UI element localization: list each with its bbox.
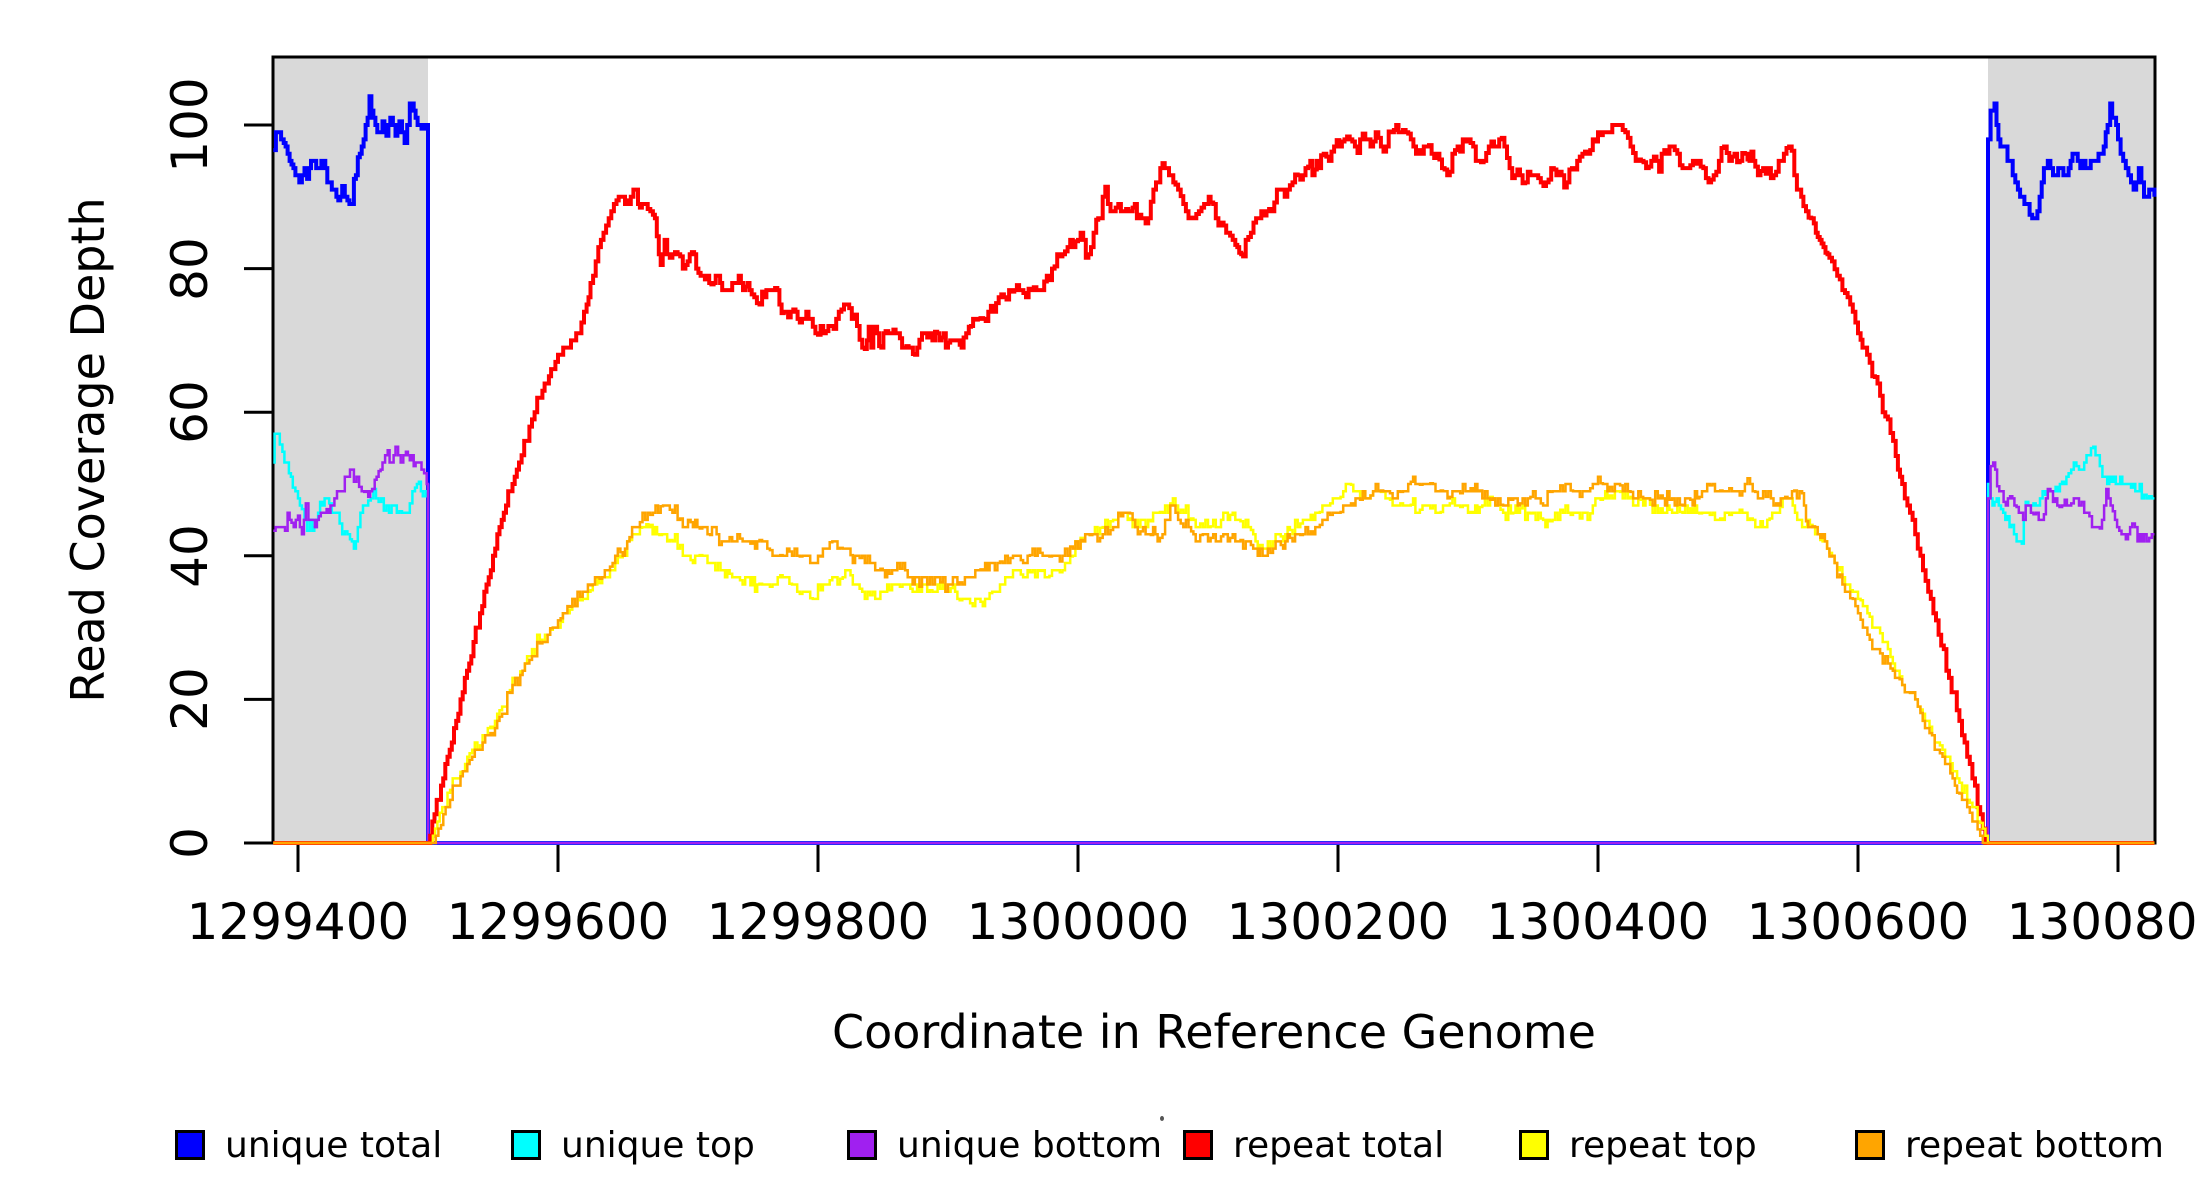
legend-item-repeat-top: repeat top: [1519, 1125, 1757, 1166]
legend-item-unique-bottom: unique bottom: [847, 1125, 1162, 1166]
stray-dot: [1160, 1116, 1164, 1121]
x-tick-label: 1300000: [966, 893, 1190, 951]
legend-swatch-icon: [847, 1130, 877, 1160]
x-tick-label: 1299400: [186, 893, 410, 951]
legend-item-unique-top: unique top: [511, 1125, 755, 1166]
legend-label: repeat top: [1569, 1124, 1757, 1166]
legend-item-repeat-bottom: repeat bottom: [1855, 1125, 2164, 1166]
legend-label: unique bottom: [897, 1124, 1163, 1166]
x-tick-label: 1299800: [706, 893, 930, 951]
shaded-region: [273, 57, 428, 843]
y-tick-label: 100: [161, 77, 219, 173]
x-tick-label: 1300200: [1226, 893, 1450, 951]
y-tick-label: 0: [161, 827, 219, 859]
series-repeat-total: [273, 123, 2155, 845]
legend-label: unique top: [561, 1124, 755, 1166]
legend-item-unique-total: unique total: [175, 1125, 442, 1166]
y-tick-label: 60: [161, 380, 219, 444]
plot-box: [271, 55, 2157, 845]
legend-swatch-icon: [175, 1130, 205, 1160]
series-unique-top: [273, 432, 2155, 845]
series-unique-bottom: [273, 445, 2155, 845]
legend-label: repeat total: [1233, 1124, 1445, 1166]
y-tick-label: 20: [161, 667, 219, 732]
x-tick-label: 1300400: [1486, 893, 1710, 951]
x-tick-label: 1299600: [446, 893, 670, 951]
y-axis-title: Read Coverage Depth: [61, 197, 115, 703]
legend-label: unique total: [225, 1124, 443, 1166]
legend-swatch-icon: [1855, 1130, 1885, 1160]
x-tick-label: 1300600: [1746, 893, 1970, 951]
y-tick-label: 80: [161, 236, 219, 301]
legend-swatch-icon: [1183, 1130, 1213, 1160]
legend-item-repeat-total: repeat total: [1183, 1125, 1444, 1166]
y-tick-label: 40: [161, 523, 219, 588]
legend-swatch-icon: [511, 1130, 541, 1160]
shaded-region: [1988, 57, 2155, 843]
x-axis-title: Coordinate in Reference Genome: [832, 1005, 1596, 1059]
series-repeat-bottom: [273, 475, 2155, 845]
legend-label: repeat bottom: [1905, 1124, 2164, 1166]
legend-swatch-icon: [1519, 1130, 1549, 1160]
